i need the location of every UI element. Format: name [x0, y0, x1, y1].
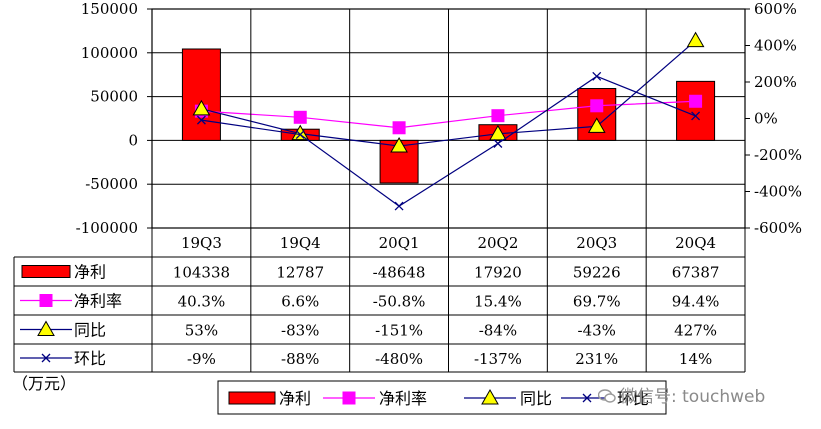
point-同比-19Q3: [192, 99, 211, 116]
row-name-净利率: 净利率: [74, 292, 122, 311]
cell-净利-20Q3: 59226: [573, 264, 621, 282]
left-tick-label: 0: [128, 131, 138, 149]
row-key-marker: [39, 294, 53, 307]
legend-marker-净利率: [342, 391, 356, 405]
point-环比-20Q1: [394, 201, 404, 211]
point-净利率-20Q3: [590, 99, 604, 113]
point-净利率-19Q4: [293, 110, 307, 124]
cell-环比-19Q4: -88%: [281, 350, 319, 368]
watermark-text: 微信号: touchweb: [620, 387, 766, 407]
left-tick-label: -50000: [85, 175, 138, 193]
right-axis-ticks: 600% 400% 200% 0% -200% -400% -600%: [745, 0, 802, 237]
cell-净利率-19Q3: 40.3%: [178, 293, 226, 311]
left-tick-label: 150000: [81, 0, 138, 18]
cell-净利率-20Q3: 69.7%: [573, 293, 621, 311]
category-label-20Q2: 20Q2: [477, 234, 518, 252]
cell-同比-20Q2: -84%: [479, 322, 517, 340]
cell-环比-20Q4: 14%: [679, 350, 712, 368]
bar-19Q3: [181, 48, 221, 141]
cell-净利-20Q4: 67387: [672, 264, 720, 282]
point-同比-20Q4: [686, 31, 705, 48]
row-key-净利: [21, 265, 71, 278]
point-环比-20Q3: [592, 71, 602, 81]
right-tick-label: -200%: [754, 146, 802, 164]
cell-同比-19Q3: 53%: [185, 322, 218, 340]
point-环比-20Q2: [493, 139, 503, 148]
cell-净利率-19Q4: 6.6%: [281, 293, 319, 311]
legend-label-净利: 净利: [279, 389, 311, 408]
legend-label-同比: 同比: [520, 389, 552, 408]
point-同比-20Q3: [587, 117, 606, 133]
cell-环比-19Q3: -9%: [187, 350, 216, 368]
point-环比-20Q4: [691, 111, 701, 121]
left-axis-ticks: 150000 100000 50000 0 -50000 -100000: [76, 0, 152, 237]
right-tick-label: -600%: [754, 219, 802, 237]
right-tick-label: -400%: [754, 183, 802, 201]
row-name-同比: 同比: [74, 321, 106, 340]
row-key-swatch: [21, 265, 71, 278]
right-tick-label: 600%: [754, 0, 797, 18]
cell-同比-20Q4: 427%: [674, 322, 717, 340]
right-tick-label: 400%: [754, 37, 797, 55]
unit-note: （万元）: [12, 374, 76, 393]
left-tick-label: 100000: [81, 44, 138, 62]
bars-layer: [181, 48, 716, 184]
cell-环比-20Q2: -137%: [474, 350, 522, 368]
cell-净利-19Q4: 12787: [276, 264, 324, 282]
legend-label-环比: 环比: [617, 389, 649, 408]
cell-净利-20Q2: 17920: [474, 264, 522, 282]
legend-label-净利率: 净利率: [379, 389, 427, 408]
data-table: 19Q3 19Q4 20Q1 20Q2 20Q3 20Q4 净利 104338 12787 -48…: [13, 9, 746, 373]
category-label-20Q4: 20Q4: [675, 234, 716, 252]
row-key-同比: [20, 320, 72, 336]
row-name-环比: 环比: [74, 349, 106, 368]
row-name-净利: 净利: [74, 263, 106, 282]
wechat-icon: [598, 389, 616, 403]
cell-净利-20Q1: -48648: [373, 264, 426, 282]
point-净利率-20Q1: [392, 121, 406, 135]
point-净利率-20Q4: [689, 94, 703, 108]
point-环比-19Q4: [295, 130, 305, 140]
cell-净利-19Q3: 104338: [173, 264, 230, 282]
point-同比-19Q4: [291, 124, 310, 141]
left-tick-label: -100000: [76, 219, 138, 237]
legend-marker-环比: [582, 393, 592, 403]
cell-净利率-20Q1: -50.8%: [373, 293, 426, 311]
row-key-净利率: [20, 294, 72, 307]
legend: 净利 净利率 同比 环比: [217, 380, 667, 415]
point-环比-19Q3: [196, 115, 206, 125]
legend-marker-同比: [481, 388, 499, 405]
cell-同比-19Q4: -83%: [281, 322, 319, 340]
right-tick-label: 200%: [754, 73, 797, 91]
cell-环比-20Q1: -480%: [375, 350, 423, 368]
point-同比-20Q1: [390, 137, 408, 153]
cell-同比-20Q3: -43%: [578, 322, 616, 340]
legend-swatch-净利: [228, 391, 276, 405]
watermark: 微信号: touchweb: [598, 382, 765, 407]
cell-净利率-20Q2: 15.4%: [474, 293, 522, 311]
cell-净利率-20Q4: 94.4%: [672, 293, 720, 311]
row-key-marker: [41, 353, 51, 363]
row-key-环比: [20, 353, 72, 363]
category-label-20Q3: 20Q3: [576, 234, 617, 252]
left-tick-label: 50000: [90, 88, 138, 106]
point-净利率-20Q2: [491, 109, 505, 123]
cell-环比-20Q3: 231%: [575, 350, 618, 368]
category-label-19Q3: 19Q3: [181, 234, 222, 252]
category-label-19Q4: 19Q4: [280, 234, 321, 252]
category-label-20Q1: 20Q1: [379, 234, 420, 252]
cell-同比-20Q1: -151%: [375, 322, 423, 340]
row-key-marker: [37, 320, 55, 336]
point-同比-20Q2: [489, 124, 507, 141]
right-tick-label: 0%: [754, 110, 778, 128]
